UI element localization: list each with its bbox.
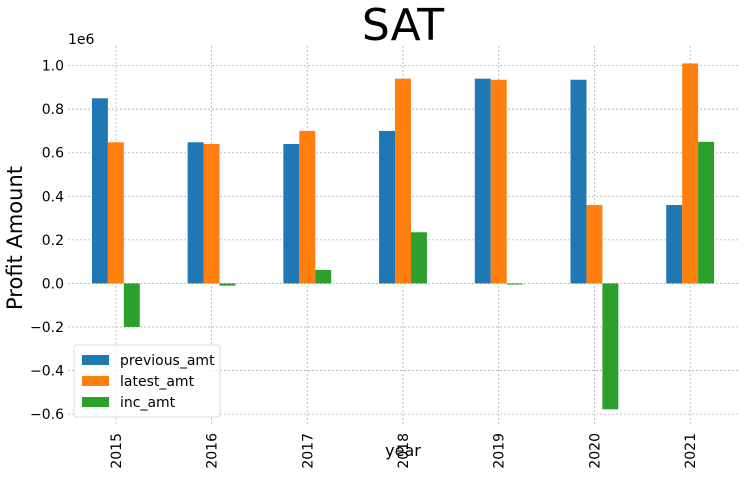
bar-previous_amt-2020 bbox=[570, 79, 587, 284]
y-tick-label: −0.6 bbox=[30, 407, 64, 423]
legend-label-latest_amt: latest_amt bbox=[120, 374, 195, 390]
legend-box bbox=[73, 344, 221, 418]
x-tick-label: 2019 bbox=[492, 433, 508, 469]
bar-inc_amt-2015 bbox=[123, 283, 140, 327]
y-tick-label: 0.6 bbox=[42, 146, 64, 162]
x-tick-label: 2016 bbox=[205, 433, 221, 469]
bar-inc_amt-2021 bbox=[698, 141, 715, 284]
x-tick-label: 2018 bbox=[396, 433, 412, 469]
bar-previous_amt-2021 bbox=[666, 205, 683, 284]
bar-latest_amt-2021 bbox=[682, 63, 699, 284]
bar-latest_amt-2017 bbox=[299, 130, 316, 284]
legend: previous_amt latest_amt inc_amt bbox=[73, 344, 221, 418]
y-axis-offset-label: 1e6 bbox=[68, 32, 95, 48]
y-axis-label: Profit Amount bbox=[3, 166, 27, 310]
bar-inc_amt-2020 bbox=[602, 283, 619, 410]
bar-previous_amt-2017 bbox=[283, 144, 300, 284]
ticks-layer: 1.0 0.8 0.6 0.4 0.2 0.0 −0.2 −0.4 −0.6 2015 2016 20… bbox=[30, 59, 699, 469]
y-tick-label: −0.4 bbox=[30, 364, 64, 380]
bar-latest_amt-2018 bbox=[395, 78, 411, 284]
chart-title: SAT bbox=[362, 0, 444, 51]
bar-inc_amt-2019 bbox=[506, 283, 523, 285]
y-tick-label: 0.4 bbox=[42, 189, 64, 205]
y-tick-label: −0.2 bbox=[30, 320, 64, 336]
y-tick-label: 0.2 bbox=[42, 233, 64, 249]
bar-inc_amt-2017 bbox=[315, 269, 332, 284]
y-tick-label: 0.8 bbox=[42, 102, 64, 118]
bars-layer bbox=[91, 63, 715, 410]
bar-inc_amt-2016 bbox=[219, 283, 236, 286]
x-tick-label: 2021 bbox=[683, 433, 699, 469]
legend-label-inc_amt: inc_amt bbox=[120, 395, 176, 411]
x-axis-label: year bbox=[385, 441, 421, 460]
legend-swatch-previous_amt bbox=[82, 355, 109, 365]
x-tick-label: 2020 bbox=[587, 433, 603, 469]
bar-previous_amt-2016 bbox=[187, 142, 204, 284]
x-tick-label: 2015 bbox=[109, 433, 125, 469]
legend-swatch-inc_amt bbox=[82, 397, 109, 407]
bar-previous_amt-2018 bbox=[379, 130, 396, 284]
bar-latest_amt-2020 bbox=[586, 205, 603, 284]
legend-label-previous_amt: previous_amt bbox=[120, 353, 215, 369]
y-tick-label: 1.0 bbox=[42, 59, 64, 75]
bar-latest_amt-2015 bbox=[107, 142, 124, 284]
legend-swatch-latest_amt bbox=[82, 376, 109, 386]
bar-latest_amt-2019 bbox=[490, 79, 507, 284]
bar-inc_amt-2018 bbox=[410, 232, 427, 284]
bar-latest_amt-2016 bbox=[203, 144, 220, 284]
bar-previous_amt-2015 bbox=[91, 98, 108, 284]
bar-previous_amt-2019 bbox=[474, 78, 491, 284]
x-tick-label: 2017 bbox=[300, 433, 316, 469]
y-tick-label: 0.0 bbox=[42, 276, 64, 292]
